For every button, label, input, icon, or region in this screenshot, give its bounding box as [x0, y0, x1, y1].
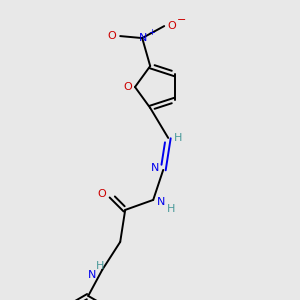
Text: O: O [108, 31, 117, 41]
Text: N: N [139, 33, 147, 43]
Text: N: N [88, 270, 96, 280]
Text: N: N [151, 163, 159, 173]
Text: +: + [148, 28, 154, 37]
Text: H: H [174, 133, 182, 143]
Text: O: O [168, 21, 177, 31]
Text: O: O [124, 82, 132, 92]
Text: N: N [157, 197, 165, 207]
Text: H: H [96, 261, 104, 271]
Text: H: H [167, 204, 176, 214]
Text: −: − [176, 15, 186, 25]
Text: O: O [98, 189, 106, 199]
